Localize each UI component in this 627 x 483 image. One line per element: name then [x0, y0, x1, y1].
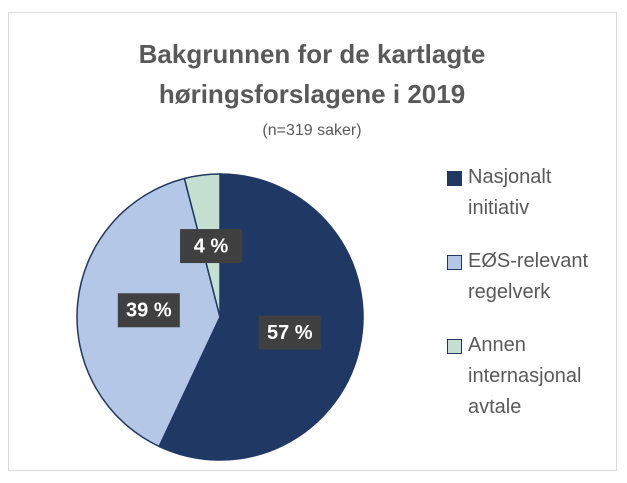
legend: Nasjonalt initiativ EØS-relevant regelver…: [447, 162, 617, 445]
legend-label: Nasjonalt initiativ: [468, 166, 552, 219]
chart-subtitle: (n=319 saker): [262, 122, 361, 139]
legend-item: Nasjonalt initiativ: [447, 162, 617, 224]
data-label: 4 %: [194, 235, 229, 257]
data-label: 57 %: [267, 322, 313, 344]
chart-title: høringsforslagene i 2019: [159, 79, 465, 109]
data-label: 39 %: [126, 300, 172, 322]
data-label-box: [117, 293, 180, 328]
data-label-box: [258, 315, 321, 350]
legend-item: EØS-relevant regelverk: [447, 246, 617, 308]
data-label-box: [180, 229, 243, 264]
legend-swatch: [447, 339, 462, 354]
legend-swatch: [447, 255, 462, 270]
chart-title: Bakgrunnen for de kartlagte: [139, 39, 486, 69]
legend-label: Annen internasjonal avtale: [468, 334, 582, 418]
legend-label: EØS-relevant regelverk: [468, 250, 589, 303]
legend-swatch: [447, 171, 462, 186]
legend-item: Annen internasjonal avtale: [447, 330, 617, 423]
